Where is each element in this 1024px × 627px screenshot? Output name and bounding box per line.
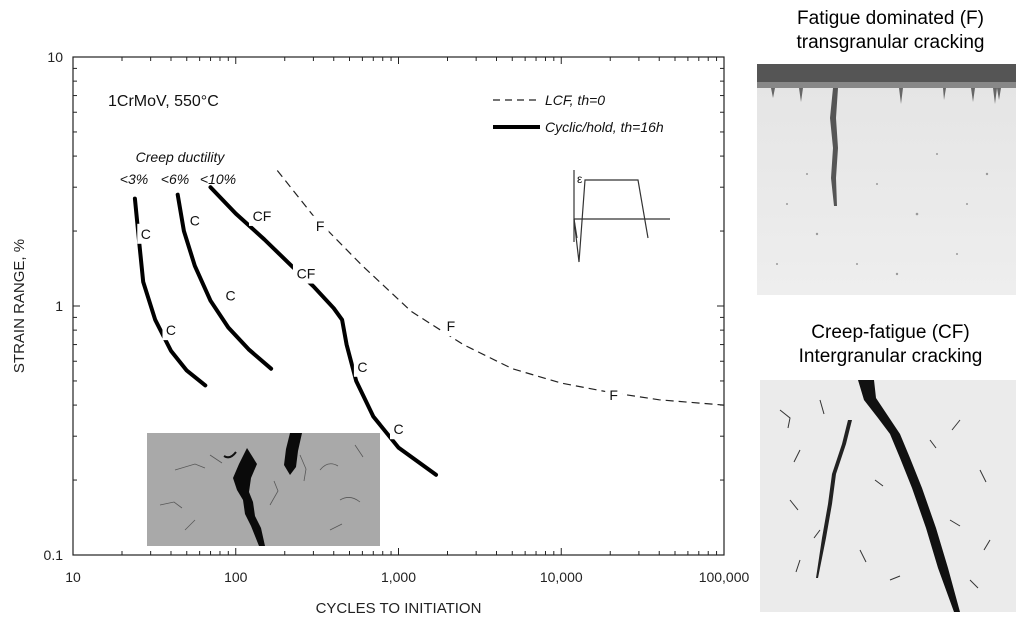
data-label-bg — [311, 215, 329, 236]
ductility-label: <6% — [161, 171, 189, 187]
data-label: C — [226, 288, 236, 304]
data-label-bg — [162, 320, 180, 341]
fatigue-caption-line2: transgranular cracking — [796, 32, 985, 53]
creep-fatigue-caption-line2: Intergranular cracking — [798, 346, 983, 367]
data-label: C — [190, 213, 200, 229]
data-label: C — [357, 359, 367, 375]
x-axis-label: CYCLES TO INITIATION — [316, 600, 482, 617]
x-tick-label: 10 — [65, 569, 81, 585]
strain-life-chart: 10 100 1,000 10,000 100,000 0.1 1 10 CYCLES TO I… — [11, 49, 750, 617]
creep-fatigue-caption: Creep-fatigue (CF) Intergranular crackin… — [757, 321, 1024, 369]
ductility-label: <3% — [120, 171, 148, 187]
creep-fatigue-micrograph — [760, 380, 1016, 612]
fatigue-micrograph — [757, 64, 1016, 295]
waveform-diagram — [573, 170, 670, 263]
data-label-bg — [292, 263, 319, 284]
fatigue-caption: Fatigue dominated (F) transgranular crac… — [757, 7, 1024, 55]
data-label-bg — [390, 419, 407, 440]
creep-ductility-title: Creep ductility — [136, 149, 226, 165]
ductility-label: <10% — [200, 171, 236, 187]
data-label-bg — [353, 356, 371, 377]
y-tick-label: 10 — [47, 49, 63, 65]
data-label: F — [447, 318, 456, 334]
data-label-bg — [442, 316, 460, 337]
data-label: F — [316, 218, 325, 234]
y-tick-label: 1 — [55, 298, 63, 314]
y-axis-label: STRAIN RANGE, % — [11, 239, 28, 373]
data-label-bg — [137, 223, 155, 244]
fatigue-caption-line1: Fatigue dominated (F) — [797, 8, 984, 29]
data-label-bg — [222, 285, 240, 306]
lcf-series-line — [276, 170, 725, 406]
legend-label: LCF, th=0 — [545, 92, 605, 108]
data-label: C — [141, 226, 151, 242]
inset-micrograph — [147, 433, 380, 546]
creep-series-line — [175, 192, 274, 371]
data-label: CF — [297, 266, 316, 282]
waveform-epsilon-label: ε — [577, 172, 583, 186]
x-tick-label: 10,000 — [540, 569, 583, 585]
creep-fatigue-caption-line1: Creep-fatigue (CF) — [811, 322, 970, 343]
creep-series-line — [208, 185, 438, 477]
material-label: 1CrMoV, 550°C — [108, 93, 219, 110]
x-tick-label: 100 — [224, 569, 248, 585]
data-label: C — [166, 322, 176, 338]
data-label: CF — [253, 208, 272, 224]
data-label-bg — [605, 384, 623, 405]
data-label: C — [393, 421, 403, 437]
x-tick-label: 1,000 — [381, 569, 416, 585]
y-tick-label: 0.1 — [44, 547, 64, 563]
data-label: F — [609, 387, 618, 403]
legend-label: Cyclic/hold, th=16h — [545, 119, 664, 135]
data-label-bg — [186, 210, 204, 231]
data-label-bg — [249, 205, 276, 226]
x-tick-label: 100,000 — [699, 569, 750, 585]
